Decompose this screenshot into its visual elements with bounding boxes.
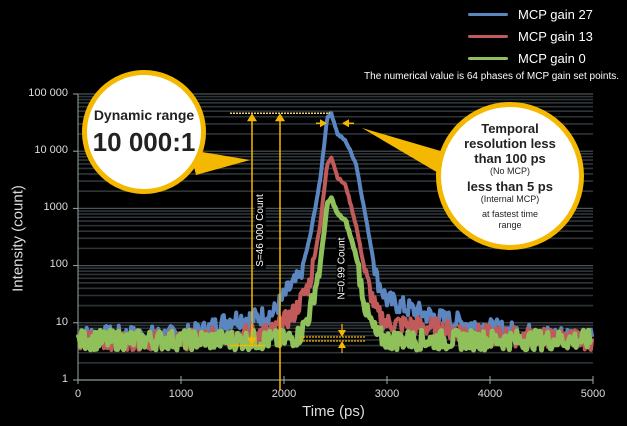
y-tick-label: 10 000 [34, 144, 68, 156]
arrow-up-icon [247, 113, 257, 122]
legend-label: MCP gain 0 [518, 50, 586, 66]
annotations [190, 112, 444, 390]
arrow-up-icon [338, 341, 346, 348]
legend-label: MCP gain 27 [518, 6, 593, 22]
callout-text: range [498, 220, 522, 230]
x-tick-label: 2000 [271, 388, 297, 400]
arrow-right-icon [320, 119, 327, 128]
dynamic-range-value: 10 000:1 [92, 126, 196, 157]
callout-text: less than 5 ps [467, 179, 553, 194]
callout-text: resolution less [464, 136, 556, 151]
noise-label: N=0.99 Count [336, 235, 348, 302]
legend-label: MCP gain 13 [518, 28, 593, 44]
x-tick-label: 3000 [374, 388, 400, 400]
series-group [75, 111, 595, 353]
x-axis-label: Time (ps) [302, 403, 365, 420]
series-line-mcp-gain-0 [75, 195, 594, 353]
dynamic-range-title: Dynamic range [93, 106, 195, 123]
legend-swatch [468, 34, 508, 38]
y-tick-label: 100 [49, 258, 68, 270]
legend-item-gain27: MCP gain 27 [468, 4, 593, 24]
arrow-down-icon [338, 330, 346, 337]
arrow-down-icon [247, 337, 257, 346]
callout-text: (Internal MCP) [480, 194, 540, 204]
y-tick-label: 1 [61, 373, 68, 385]
callout-text: (No MCP) [490, 166, 530, 176]
arrow-up-icon [275, 113, 285, 122]
x-tick-label: 0 [74, 388, 82, 400]
callout-pointer [190, 150, 250, 175]
callout-text: at fastest time [481, 209, 539, 219]
x-tick-label: 4000 [477, 388, 503, 400]
legend-swatch [468, 12, 508, 16]
callout-pointer [362, 128, 444, 174]
note-text: The numerical value is 64 phases of MCP … [364, 71, 619, 82]
axes [73, 93, 594, 384]
legend-swatch [468, 56, 508, 60]
callout-text: Temporal [481, 121, 539, 136]
y-tick-label: 1000 [43, 201, 68, 213]
x-tick-label: 5000 [580, 388, 606, 400]
arrow-left-icon [342, 119, 349, 128]
y-axis-label: Intensity (count) [9, 185, 27, 292]
dynamic-range-callout: Dynamic range 10 000:1 [82, 70, 206, 194]
temporal-resolution-callout: Temporal resolution less than 100 ps (No… [436, 102, 584, 250]
x-tick-label: 1000 [168, 388, 194, 400]
y-tick-label: 100 000 [28, 87, 68, 99]
legend-item-gain0: MCP gain 0 [468, 48, 586, 68]
y-tick-label: 10 [55, 316, 68, 328]
signal-label: S=46 000 Count [254, 192, 266, 269]
callout-text: than 100 ps [474, 151, 546, 166]
legend-item-gain13: MCP gain 13 [468, 26, 593, 46]
